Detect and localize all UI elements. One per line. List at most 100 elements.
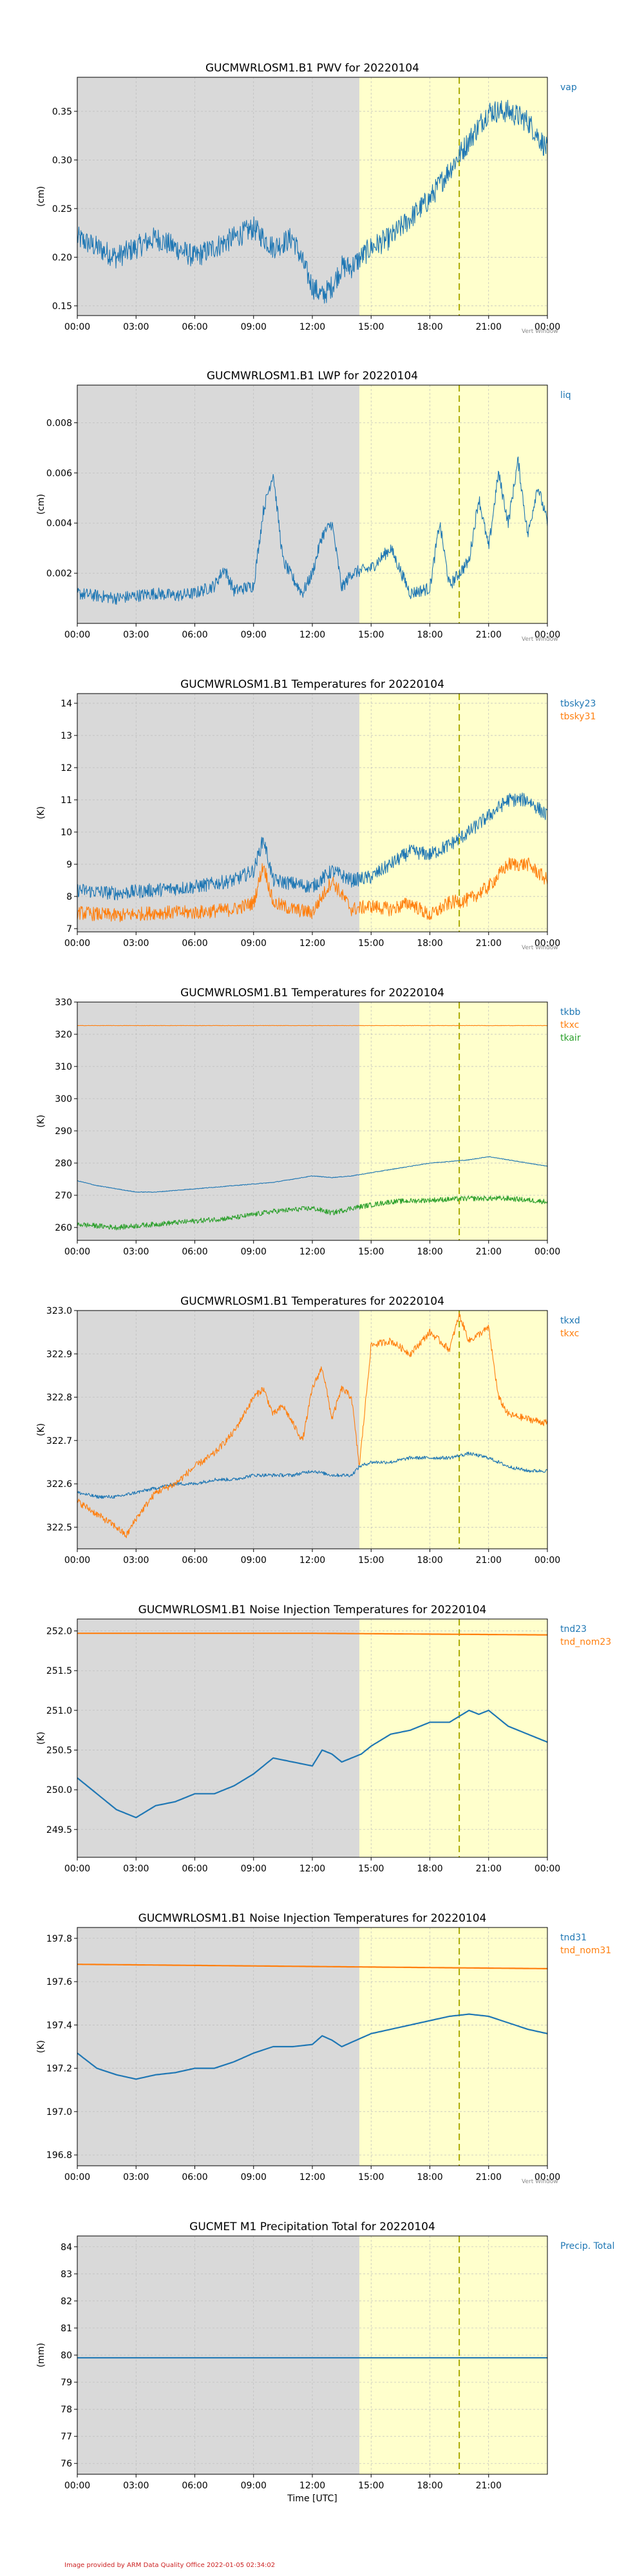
y-tick-label: 11 xyxy=(61,795,72,806)
x-tick-label: 15:00 xyxy=(358,1555,384,1566)
x-tick-label: 09:00 xyxy=(241,322,267,332)
x-tick-label: 00:00 xyxy=(535,1247,560,1257)
y-tick-label: 84 xyxy=(61,2242,72,2253)
x-tick-label: 00:00 xyxy=(64,2481,90,2491)
y-tick-label: 0.004 xyxy=(46,518,72,529)
y-tick-label: 0.006 xyxy=(46,468,72,478)
series-line-tnd23 xyxy=(77,1709,548,1819)
legend-entry-tkair: tkair xyxy=(560,1033,581,1043)
x-tick-label: 21:00 xyxy=(476,1864,502,1874)
x-tick-label: 09:00 xyxy=(241,1555,267,1566)
x-tick-label: 15:00 xyxy=(358,2481,384,2491)
chart-panel-7: tnd31 tnd_nom31 GUCMWRLOSM1.B1 Noise Injec… xyxy=(36,1912,611,2185)
legend-entry-Precip. Total: Precip. Total xyxy=(560,2241,614,2251)
y-axis-label: (K) xyxy=(36,1732,46,1745)
y-axis-label: (mm) xyxy=(36,2343,46,2367)
x-tick-label: 18:00 xyxy=(417,938,442,949)
y-tick-label: 260 xyxy=(55,1223,72,1233)
y-tick-label: 280 xyxy=(55,1159,72,1169)
y-tick-label: 322.7 xyxy=(46,1436,72,1446)
y-tick-label: 0.002 xyxy=(46,569,72,579)
legend-entry-tnd31: tnd31 xyxy=(560,1933,587,1943)
y-tick-label: 79 xyxy=(61,2378,72,2388)
y-axis-label: (K) xyxy=(36,1423,46,1436)
x-tick-label: 15:00 xyxy=(358,938,384,949)
legend-entry-liq: liq xyxy=(560,390,571,401)
y-tick-label: 83 xyxy=(61,2269,72,2280)
x-tick-label: 21:00 xyxy=(476,1555,502,1566)
y-tick-label: 82 xyxy=(61,2297,72,2307)
y-tick-label: 8 xyxy=(66,892,72,902)
day-shading xyxy=(359,694,547,932)
series-line-tkair xyxy=(77,1195,548,1231)
x-tick-label: 12:00 xyxy=(299,938,325,949)
x-tick-label: 06:00 xyxy=(182,938,207,949)
y-tick-label: 322.5 xyxy=(46,1522,72,1533)
series-line-tnd31 xyxy=(77,2013,548,2080)
x-tick-label: 09:00 xyxy=(241,630,267,640)
x-tick-label: 12:00 xyxy=(299,2481,325,2491)
x-tick-label: 06:00 xyxy=(182,630,207,640)
y-tick-label: 77 xyxy=(61,2432,72,2442)
x-tick-label: 00:00 xyxy=(535,630,560,640)
y-tick-label: 7 xyxy=(66,924,72,934)
y-tick-label: 0.35 xyxy=(52,107,72,117)
x-tick-label: 12:00 xyxy=(299,322,325,332)
y-tick-label: 270 xyxy=(55,1191,72,1201)
y-tick-label: 80 xyxy=(61,2351,72,2361)
y-tick-label: 12 xyxy=(61,763,72,773)
x-tick-label: 21:00 xyxy=(476,1247,502,1257)
y-tick-label: 322.6 xyxy=(46,1479,72,1490)
chart-panel-3: tbsky23 tbsky31 GUCMWRLOSM1.B1 Temperature… xyxy=(36,678,596,951)
x-tick-label: 18:00 xyxy=(417,1247,442,1257)
x-tick-label: 09:00 xyxy=(241,938,267,949)
y-tick-label: 252.0 xyxy=(46,1627,72,1637)
day-shading xyxy=(359,385,547,623)
chart-title: GUCMWRLOSM1.B1 Temperatures for 20220104 xyxy=(180,678,444,691)
x-tick-label: 18:00 xyxy=(417,2481,442,2491)
vert-window-note: Vert Window xyxy=(522,2179,558,2185)
y-tick-label: 81 xyxy=(61,2324,72,2334)
x-tick-label: 21:00 xyxy=(476,322,502,332)
x-tick-label: 00:00 xyxy=(64,322,90,332)
legend-entry-tkxc: tkxc xyxy=(560,1020,579,1030)
series-line-vap xyxy=(77,99,548,304)
chart-title: GUCMET M1 Precipitation Total for 202201… xyxy=(189,2221,435,2233)
y-tick-label: 310 xyxy=(55,1062,72,1072)
y-tick-label: 250.5 xyxy=(46,1746,72,1756)
y-tick-label: 0.15 xyxy=(52,301,72,312)
chart-panel-1: vap GUCMWRLOSM1.B1 PWV for 20220104 0.15 0.… xyxy=(36,62,577,335)
y-tick-label: 9 xyxy=(66,860,72,870)
x-tick-label: 03:00 xyxy=(123,938,149,949)
x-tick-label: 12:00 xyxy=(299,2172,325,2183)
x-tick-label: 06:00 xyxy=(182,1864,207,1874)
vert-window-note: Vert Window xyxy=(522,636,558,643)
night-shading xyxy=(77,77,359,316)
legend-entry-tbsky31: tbsky31 xyxy=(560,712,596,722)
y-axis-label: (K) xyxy=(36,2040,46,2053)
y-tick-label: 251.5 xyxy=(46,1666,72,1676)
legend-entry-tkbb: tkbb xyxy=(560,1007,580,1018)
x-tick-label: 00:00 xyxy=(535,322,560,332)
x-tick-label: 00:00 xyxy=(535,938,560,949)
x-tick-label: 03:00 xyxy=(123,1247,149,1257)
x-tick-label: 21:00 xyxy=(476,630,502,640)
chart-title: GUCMWRLOSM1.B1 LWP for 20220104 xyxy=(207,370,418,383)
y-tick-label: 0.30 xyxy=(52,155,72,166)
x-tick-label: 09:00 xyxy=(241,1864,267,1874)
x-tick-label: 00:00 xyxy=(535,1864,560,1874)
day-shading xyxy=(359,1002,547,1240)
x-tick-label: 06:00 xyxy=(182,1555,207,1566)
x-tick-label: 15:00 xyxy=(358,1864,384,1874)
y-tick-label: 0.25 xyxy=(52,204,72,214)
y-tick-label: 78 xyxy=(61,2405,72,2415)
y-tick-label: 196.8 xyxy=(46,2150,72,2161)
series-line-tkbb xyxy=(77,1156,548,1193)
x-tick-label: 12:00 xyxy=(299,1247,325,1257)
x-tick-label: 03:00 xyxy=(123,2172,149,2183)
y-tick-label: 323.0 xyxy=(46,1306,72,1316)
x-tick-label: 06:00 xyxy=(182,322,207,332)
series-line-tnd_nom23 xyxy=(77,1633,548,1636)
x-tick-label: 03:00 xyxy=(123,630,149,640)
x-tick-label: 00:00 xyxy=(64,2172,90,2183)
